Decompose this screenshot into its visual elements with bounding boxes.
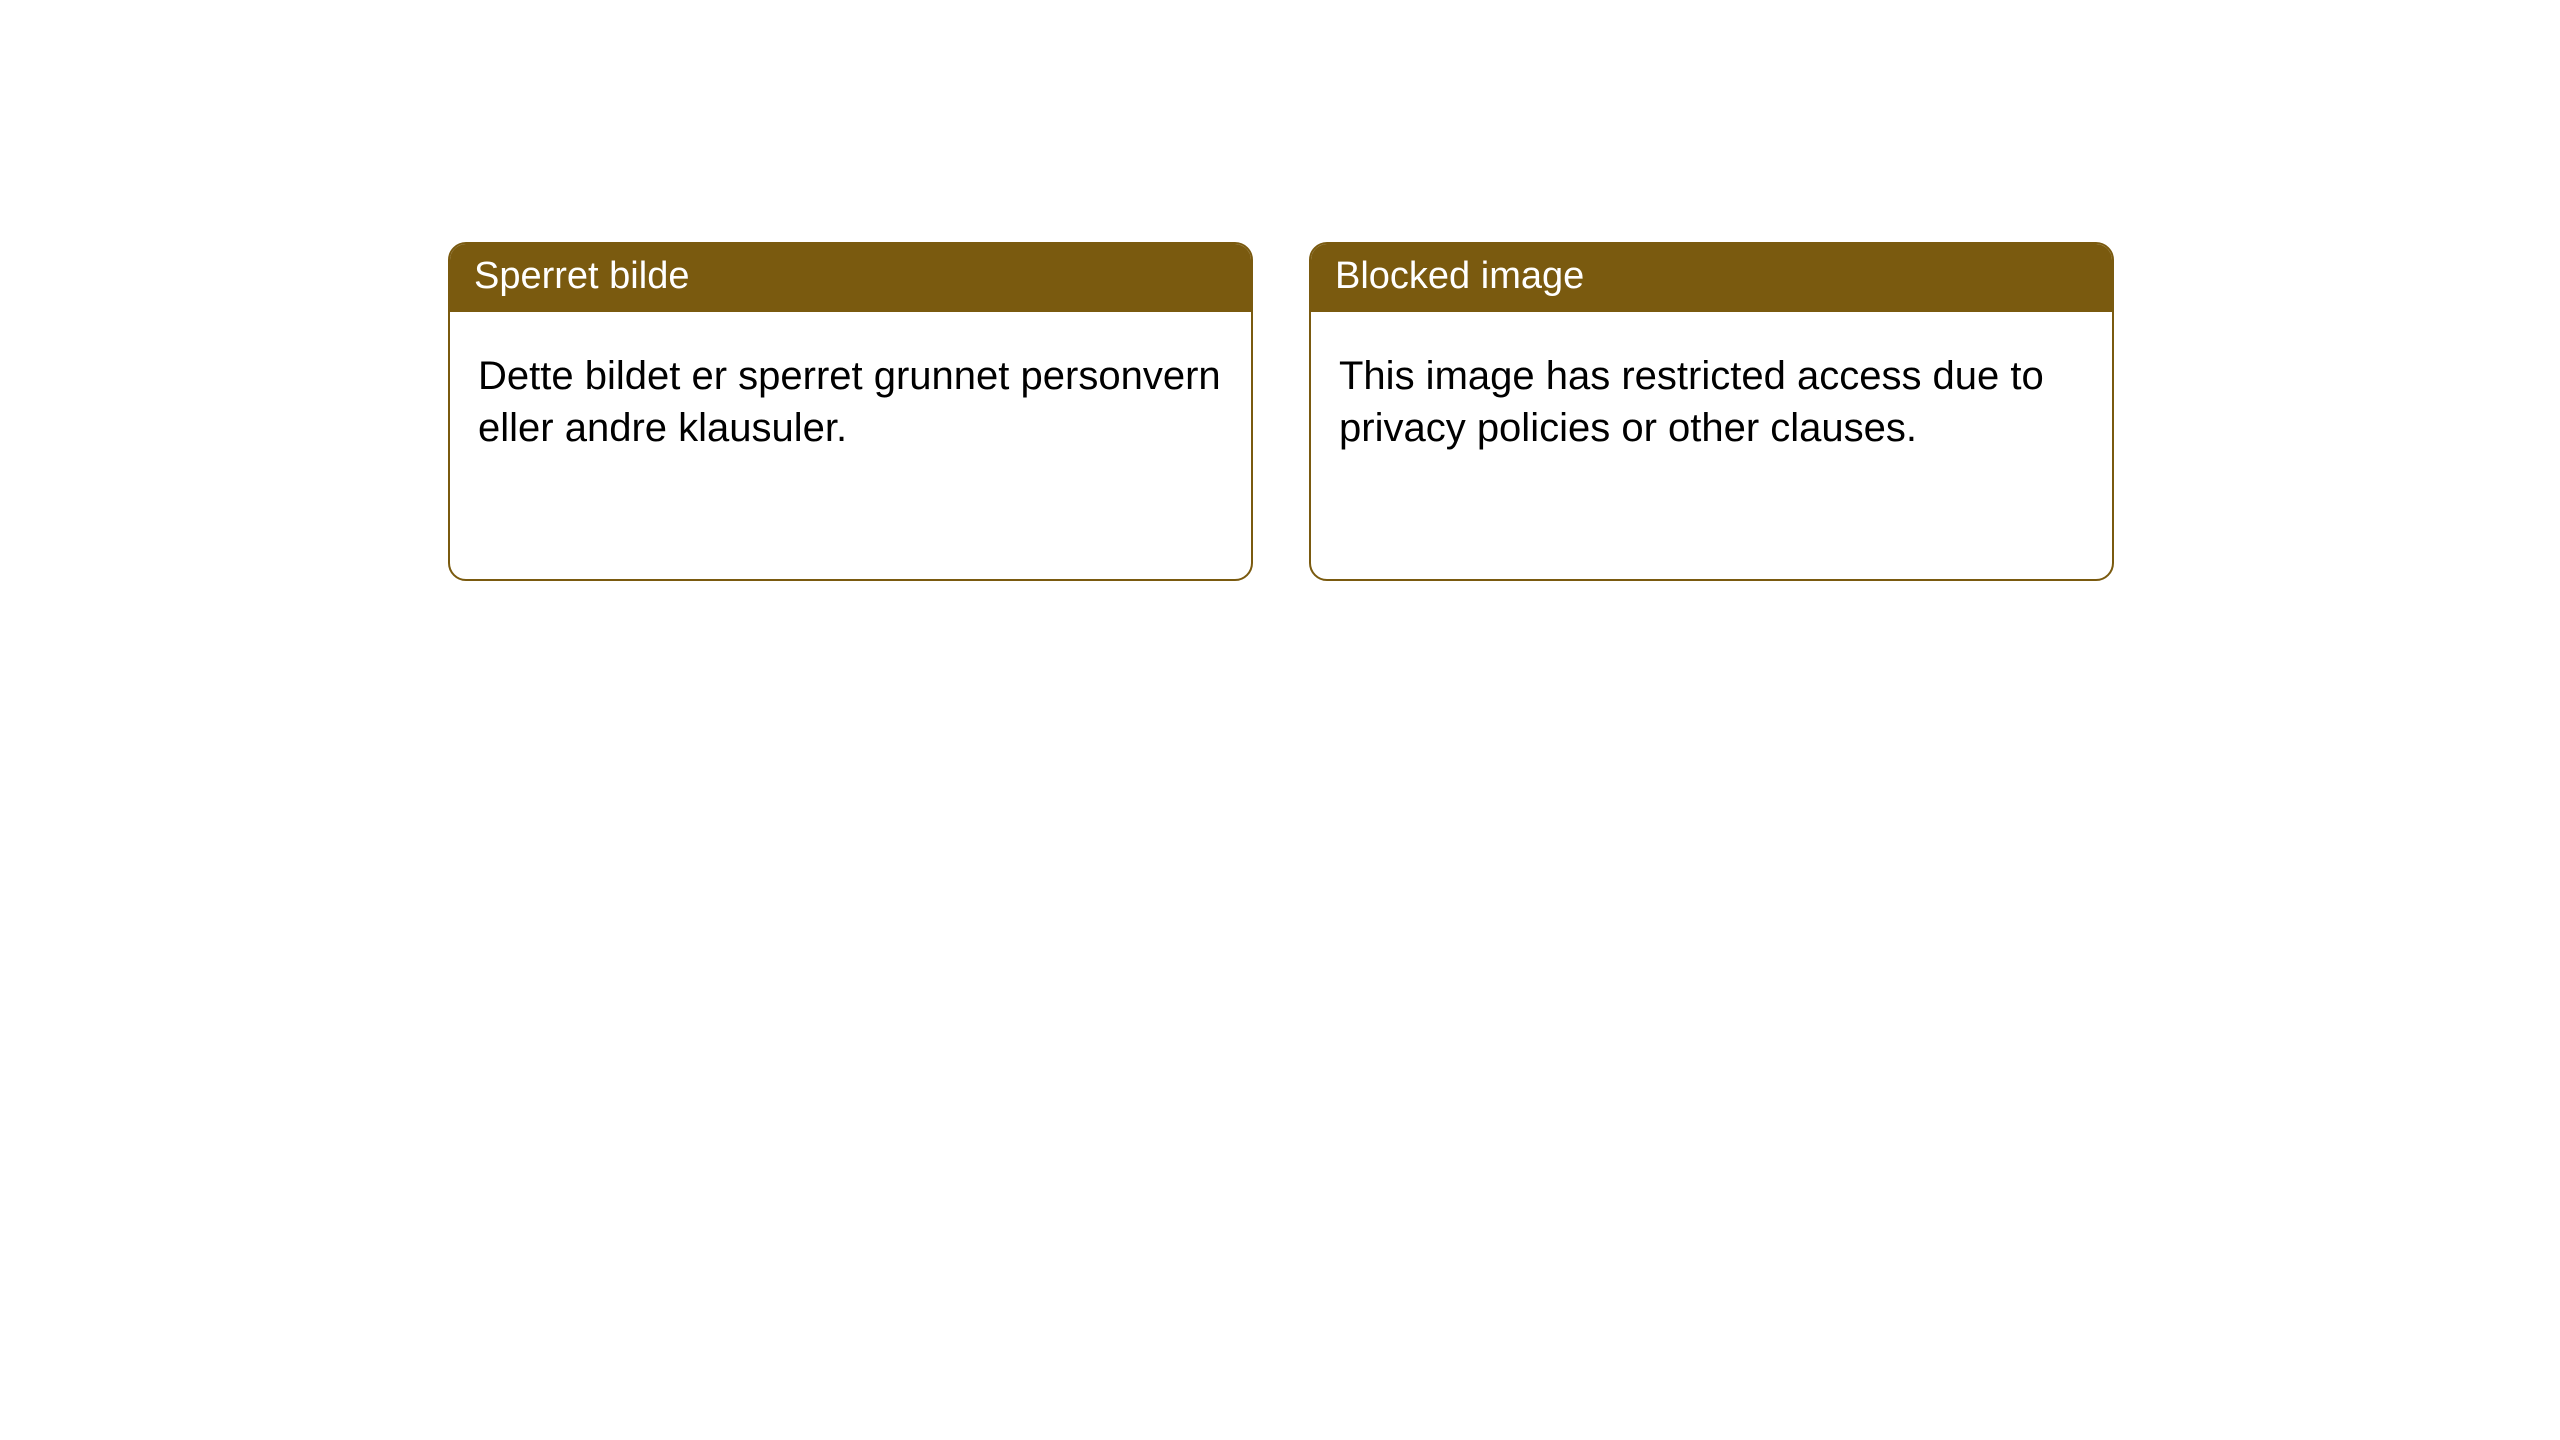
notice-container: Sperret bilde Dette bildet er sperret gr… xyxy=(0,0,2560,581)
notice-body: This image has restricted access due to … xyxy=(1311,312,2112,492)
notice-card-norwegian: Sperret bilde Dette bildet er sperret gr… xyxy=(448,242,1253,581)
notice-header: Blocked image xyxy=(1311,244,2112,312)
notice-card-english: Blocked image This image has restricted … xyxy=(1309,242,2114,581)
notice-header: Sperret bilde xyxy=(450,244,1251,312)
notice-body: Dette bildet er sperret grunnet personve… xyxy=(450,312,1251,492)
